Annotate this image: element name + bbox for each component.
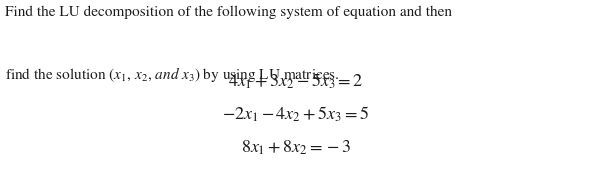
Text: $4x_1 + 3x_2 - 5x_3 = 2$: $4x_1 + 3x_2 - 5x_3 = 2$	[229, 72, 363, 91]
Text: $-2x_1 - 4x_2 + 5x_3 = 5$: $-2x_1 - 4x_2 + 5x_3 = 5$	[223, 104, 369, 124]
Text: $8x_1 + 8x_2 = -3$: $8x_1 + 8x_2 = -3$	[241, 138, 351, 157]
Text: find the solution ($x_1$, $x_2$, $\mathit{and}\ x_3$) by using LU matrices.: find the solution ($x_1$, $x_2$, $\mathi…	[5, 65, 339, 84]
Text: Find the LU decomposition of the following system of equation and then: Find the LU decomposition of the followi…	[5, 5, 452, 19]
